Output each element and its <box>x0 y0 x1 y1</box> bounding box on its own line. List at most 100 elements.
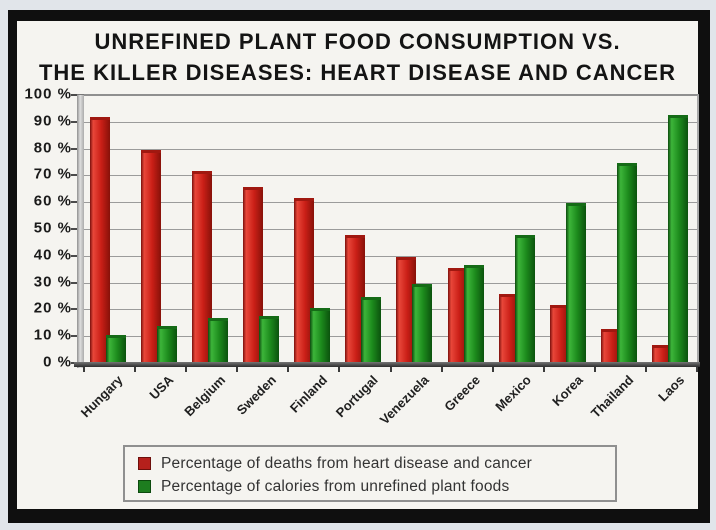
x-axis-tick-mark <box>542 367 545 372</box>
category-label-mexico: Mexico <box>492 372 535 415</box>
category-label-venezuela: Venezuela <box>377 372 433 428</box>
y-axis-tick-mark <box>71 254 77 257</box>
bar-plant-food-calories <box>463 264 484 364</box>
x-axis-tick-mark <box>440 367 443 372</box>
legend-label-heart-disease: Percentage of deaths from heart disease … <box>161 454 533 472</box>
legend-item-heart-disease: Percentage of deaths from heart disease … <box>138 452 615 475</box>
bar-heart-disease-deaths <box>141 149 162 364</box>
bar-group-mexico <box>493 96 544 364</box>
x-axis-tick-mark <box>593 367 596 372</box>
bar-group-laos <box>646 96 697 364</box>
bar-group-belgium <box>186 96 237 364</box>
x-axis-tick-mark <box>338 367 341 372</box>
bar-group-hungary <box>84 96 135 364</box>
chart-title-line-1: UNREFINED PLANT FOOD CONSUMPTION VS. <box>94 29 621 54</box>
y-axis-tick-mark <box>71 147 77 150</box>
bar-plant-food-calories <box>361 297 382 364</box>
category-label-belgium: Belgium <box>180 372 228 420</box>
category-label-hungary: Hungary <box>77 372 126 421</box>
y-axis-tick-mark <box>71 201 77 204</box>
x-axis-tick-mark <box>491 367 494 372</box>
bar-group-usa <box>135 96 186 364</box>
x-axis-baseline <box>74 362 700 367</box>
x-axis-ticks <box>83 367 698 373</box>
gridline <box>84 255 697 257</box>
bar-heart-disease-deaths <box>447 267 468 364</box>
y-axis-tick-mark <box>71 308 77 311</box>
y-axis-tick-label: 60 % <box>33 192 72 210</box>
category-label-usa: USA <box>146 372 177 403</box>
gridline <box>84 175 697 177</box>
legend-label-plant-foods: Percentage of calories from unrefined pl… <box>161 477 510 495</box>
bar-group-portugal <box>339 96 390 364</box>
bar-group-korea <box>544 96 595 364</box>
bar-plant-food-calories <box>514 235 535 364</box>
y-axis-tick-mark <box>71 281 77 284</box>
y-axis-tick-mark <box>71 228 77 230</box>
bar-heart-disease-deaths <box>396 256 417 364</box>
y-axis-tick-mark <box>71 120 77 123</box>
bar-plant-food-calories <box>616 163 637 364</box>
y-axis-wall <box>71 94 84 368</box>
chart-title: UNREFINED PLANT FOOD CONSUMPTION VS. THE… <box>17 26 698 88</box>
bar-plant-food-calories <box>106 334 126 364</box>
bar-plant-food-calories <box>259 315 280 364</box>
y-axis-tick-label: 50 % <box>33 219 72 237</box>
bar-plant-food-calories <box>565 203 586 364</box>
bar-heart-disease-deaths <box>600 329 621 364</box>
gridline <box>84 229 697 230</box>
bar-plant-food-calories <box>310 307 331 364</box>
bar-heart-disease-deaths <box>651 345 672 364</box>
category-label-portugal: Portugal <box>333 372 381 421</box>
x-axis-tick-mark <box>236 367 239 372</box>
gridline <box>84 336 697 338</box>
gridline <box>84 309 697 311</box>
category-label-laos: Laos <box>655 372 688 405</box>
legend-item-plant-foods: Percentage of calories from unrefined pl… <box>138 475 615 498</box>
bar-heart-disease-deaths <box>345 235 366 364</box>
y-axis-tick-label: 100 % <box>24 85 72 103</box>
bar-plant-food-calories <box>667 114 688 364</box>
y-axis-tick-mark <box>71 335 77 338</box>
bar-plant-food-calories <box>412 283 433 364</box>
category-label-sweden: Sweden <box>233 372 279 418</box>
y-axis-tick-mark <box>71 94 77 96</box>
chart-canvas: UNREFINED PLANT FOOD CONSUMPTION VS. THE… <box>17 21 700 509</box>
plot-area <box>84 94 699 364</box>
gridline <box>84 121 697 123</box>
y-axis-tick-label: 80 % <box>33 139 72 157</box>
y-axis-tick-label: 0 % <box>43 353 72 371</box>
gridline <box>84 148 697 150</box>
bar-heart-disease-deaths <box>498 294 519 364</box>
category-label-thailand: Thailand <box>588 372 637 421</box>
chart-outer-frame: UNREFINED PLANT FOOD CONSUMPTION VS. THE… <box>8 10 710 523</box>
y-axis-tick-label: 20 % <box>33 299 72 317</box>
bar-heart-disease-deaths <box>243 187 264 364</box>
category-label-finland: Finland <box>286 372 330 416</box>
bar-group-finland <box>288 96 339 364</box>
y-axis-tick-label: 90 % <box>33 112 72 130</box>
x-axis-tick-mark <box>134 367 137 372</box>
bar-heart-disease-deaths <box>549 305 570 364</box>
legend-red-swatch-icon <box>138 457 151 470</box>
gridline <box>84 282 697 284</box>
bar-heart-disease-deaths <box>192 171 213 364</box>
bar-group-sweden <box>237 96 288 364</box>
y-axis-tick-label: 30 % <box>33 273 72 291</box>
bar-heart-disease-deaths <box>90 117 110 364</box>
category-label-korea: Korea <box>548 372 586 409</box>
bar-plant-food-calories <box>157 326 178 364</box>
bar-heart-disease-deaths <box>294 197 315 364</box>
x-axis-tick-mark <box>644 367 647 372</box>
x-axis-tick-mark <box>83 367 85 372</box>
bar-group-greece <box>442 96 493 364</box>
x-axis-tick-mark <box>389 367 392 372</box>
legend-box: Percentage of deaths from heart disease … <box>123 445 617 502</box>
legend-green-swatch-icon <box>138 480 151 493</box>
category-label-greece: Greece <box>441 372 484 415</box>
y-axis-tick-label: 70 % <box>33 165 72 183</box>
chart-title-line-2: THE KILLER DISEASES: HEART DISEASE AND C… <box>38 60 676 85</box>
x-axis-tick-mark <box>287 367 290 372</box>
y-axis-tick-label: 40 % <box>33 246 72 264</box>
y-axis-tick-label: 10 % <box>33 326 72 344</box>
